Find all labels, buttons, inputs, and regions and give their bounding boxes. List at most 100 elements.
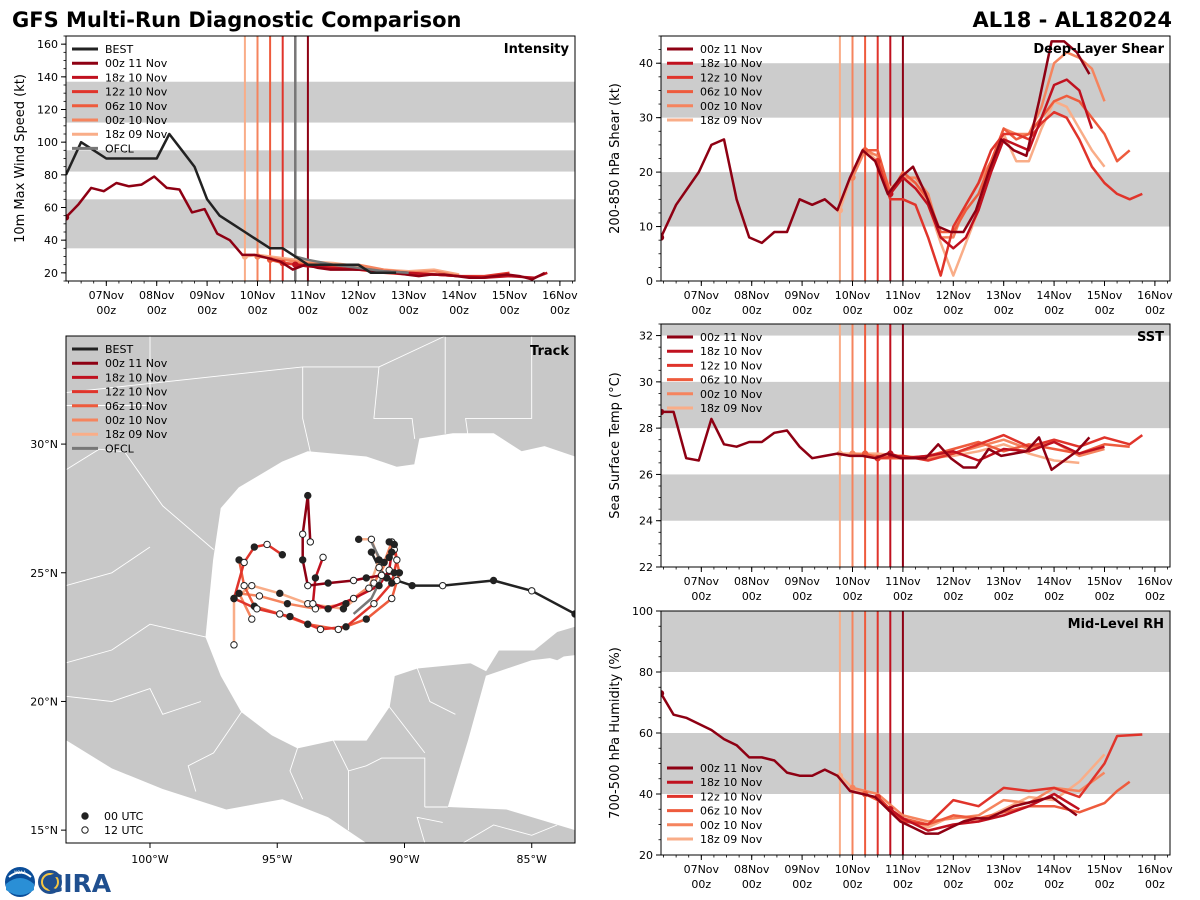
shear-legend-label: 00z 10 Nov: [700, 100, 763, 113]
sst-band-1: [661, 381, 1170, 429]
track-point-06z-10-nov: [334, 625, 343, 634]
sst-ytick-label: 26: [639, 468, 653, 481]
noaa-logo: NOAA: [5, 867, 35, 897]
track-point-00z-11-nov: [362, 574, 371, 582]
sst-xtick-sublabel: 00z: [792, 590, 812, 603]
shear-xtick-label: 14Nov: [1036, 289, 1072, 302]
track-legend-label: OFCL: [105, 442, 135, 455]
track-marker-legend-label: 00 UTC: [104, 810, 144, 823]
sst-xtick-label: 16Nov: [1137, 575, 1173, 588]
track-legend-label: 00z 11 Nov: [105, 357, 168, 370]
intensity-xtick-sublabel: 00z: [550, 304, 570, 317]
rh-panel-title: Mid-Level RH: [1068, 617, 1164, 632]
intensity-ytick-label: 120: [37, 104, 58, 117]
sst-ytick-label: 28: [639, 422, 653, 435]
sst-legend-label: 06z 10 Nov: [700, 374, 763, 387]
intensity-ylabel: 10m Max Wind Speed (kt): [13, 74, 28, 243]
intensity-xtick-label: 14Nov: [441, 289, 477, 302]
intensity-legend-label: 06z 10 Nov: [105, 100, 168, 113]
rh-xtick-sublabel: 00z: [1145, 878, 1165, 891]
shear-series-18z-10-nov: [889, 78, 1094, 250]
intensity-xtick-sublabel: 00z: [399, 304, 419, 317]
intensity-ytick-label: 80: [44, 169, 58, 182]
sst-plot-area: [661, 324, 1170, 567]
map-border-12: [289, 747, 304, 800]
shear-xtick-label: 15Nov: [1087, 289, 1123, 302]
track-legend-label: 12z 10 Nov: [105, 386, 168, 399]
rh-xtick-sublabel: 00z: [742, 878, 762, 891]
caribbean-water: [447, 655, 575, 843]
shear-xtick-sublabel: 00z: [994, 304, 1014, 317]
map-border-18: [416, 816, 443, 843]
track-point-00z-11-nov: [298, 530, 307, 538]
track-point-06z-10-nov: [388, 594, 396, 603]
map-border-5: [66, 366, 303, 394]
map-border-11: [187, 711, 242, 792]
sst-legend-label: 00z 10 Nov: [700, 388, 763, 401]
shear-xtick-label: 16Nov: [1137, 289, 1173, 302]
intensity-xtick-label: 08Nov: [139, 289, 175, 302]
shear-legend-label: 12z 10 Nov: [700, 71, 763, 84]
rh-init-point-00z-10-nov: [849, 784, 856, 792]
rh-legend-label: 00z 10 Nov: [700, 819, 763, 832]
shear-xtick-label: 11Nov: [885, 289, 921, 302]
shear-xtick-sublabel: 00z: [1145, 304, 1165, 317]
track-xtick-label: 90°W: [389, 853, 419, 866]
rh-series-00z-10-nov: [852, 771, 1106, 823]
intensity-ytick-label: 160: [37, 38, 58, 51]
figure-title: GFS Multi-Run Diagnostic Comparison: [12, 8, 461, 32]
track-point-12z-10-nov: [278, 551, 287, 559]
intensity-xtick-sublabel: 00z: [449, 304, 469, 317]
track-xtick-label: 100°W: [131, 853, 168, 866]
intensity-band-0: [66, 199, 575, 249]
sst-xtick-label: 09Nov: [784, 575, 820, 588]
intensity-ytick-label: 140: [37, 71, 58, 84]
rh-xtick-label: 10Nov: [835, 863, 871, 876]
track-point-00z-11-nov: [349, 576, 358, 585]
track-point-00z-10-nov: [283, 599, 292, 608]
intensity-legend-label: BEST: [105, 43, 133, 56]
intensity-xtick-label: 15Nov: [492, 289, 528, 302]
intensity-series-00z-11-nov: [66, 175, 546, 281]
intensity-legend-label: 00z 11 Nov: [105, 57, 168, 70]
intensity-series-ofcl: [294, 255, 409, 275]
sst-legend-label: 00z 11 Nov: [700, 331, 763, 344]
track-point-12z-10-nov: [240, 558, 248, 567]
track-point-18z-09-nov: [230, 641, 238, 649]
intensity-ytick-label: 100: [37, 136, 58, 149]
track-point-12z-10-nov: [342, 623, 350, 631]
shear-xtick-sublabel: 00z: [691, 304, 711, 317]
sst-xtick-label: 08Nov: [734, 575, 770, 588]
rh-band-1: [661, 611, 1170, 672]
track-point-00z-10-nov: [248, 615, 256, 623]
shear-ytick-label: 10: [639, 221, 653, 234]
track-marker-legend-symbol: [81, 812, 89, 820]
sst-legend-label: 18z 09 Nov: [700, 402, 763, 415]
rh-init-point-00z-11-nov: [661, 690, 665, 697]
cira-logo: CIRA: [38, 869, 112, 898]
track-point-12z-10-nov: [263, 540, 271, 549]
track-point-12z-10-nov: [250, 543, 259, 551]
shear-legend-label: 18z 09 Nov: [700, 114, 763, 127]
rh-ytick-label: 60: [639, 727, 653, 740]
shear-panel-title: Deep-Layer Shear: [1033, 42, 1164, 57]
sst-panel: 22 24 26 28 30 32 07Nov 00z 08Nov 00z 09Nov 00z 10No…: [608, 323, 1173, 603]
rh-series-00z-11-nov: [661, 692, 1078, 835]
sst-xtick-sublabel: 00z: [691, 590, 711, 603]
intensity-legend-label: OFCL: [105, 142, 135, 155]
intensity-init-point-00z-11-nov: [66, 214, 70, 221]
intensity-xtick-label: 07Nov: [89, 289, 125, 302]
track-point-18z-10-nov: [375, 581, 383, 590]
cuba-land: [531, 626, 575, 661]
intensity-xtick-sublabel: 00z: [298, 304, 318, 317]
track-point-18z-10-nov: [319, 553, 327, 562]
shear-xtick-label: 13Nov: [986, 289, 1022, 302]
shear-panel: 0 10 20 30 40 07Nov 00z 08Nov 00z 09Nov 00z 10Nov 00…: [608, 35, 1173, 317]
track-panel-title: Track: [530, 344, 569, 359]
track-ytick-label: 20°N: [30, 695, 58, 708]
sst-panel-title: SST: [1137, 330, 1164, 345]
intensity-xtick-sublabel: 00z: [348, 304, 368, 317]
track-point-18z-10-nov: [309, 599, 317, 608]
intensity-xtick-sublabel: 00z: [500, 304, 520, 317]
intensity-band-2: [66, 81, 575, 123]
